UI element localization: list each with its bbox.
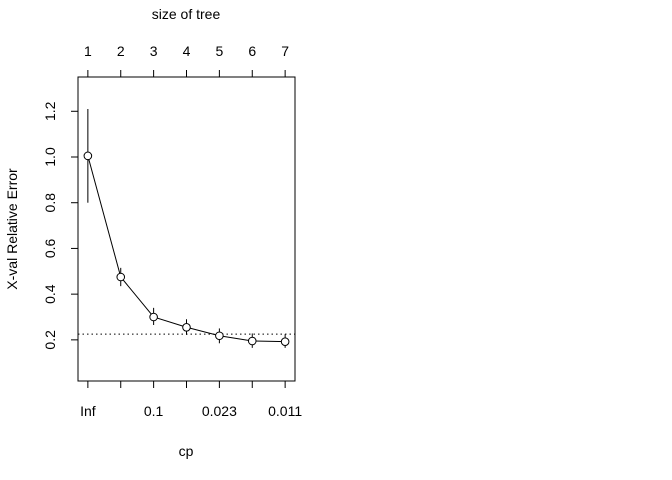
data-point (149, 312, 158, 322)
bottom-tick-label: 0.1 (144, 403, 164, 419)
data-point (83, 151, 93, 161)
y-tick-label: 0.6 (42, 238, 58, 258)
top-tick-label: 3 (150, 43, 158, 59)
x-axis-label: cp (179, 443, 194, 459)
y-axis-label: X-val Relative Error (4, 168, 20, 290)
y-tick-label: 0.2 (42, 330, 58, 350)
bottom-tick-label: 0.023 (202, 403, 237, 419)
data-point (247, 336, 257, 346)
top-tick-label: 1 (84, 43, 92, 59)
data-point (215, 331, 224, 341)
top-axis-label: size of tree (152, 6, 221, 22)
top-tick-label: 2 (117, 43, 125, 59)
y-tick-label: 0.8 (42, 193, 58, 213)
y-tick-label: 0.4 (42, 284, 58, 304)
data-point (182, 322, 191, 332)
series-line (87, 155, 286, 343)
top-tick-label: 7 (281, 43, 289, 59)
top-tick-label: 4 (183, 43, 191, 59)
data-marks (78, 109, 295, 348)
y-tick-label: 1.2 (42, 101, 58, 121)
bottom-tick-label: Inf (80, 403, 96, 419)
bottom-tick-label: 0.011 (268, 403, 302, 419)
top-tick-label: 6 (248, 43, 256, 59)
axes-ticks: 1 2 3 4 5 6 7 Inf 0.1 0.023 0.011 0.2 0.4 0.6 0.8 1.0 1.… (42, 43, 302, 419)
plot-frame (77, 76, 296, 382)
data-point (116, 272, 126, 282)
top-tick-label: 5 (215, 43, 223, 59)
data-point (280, 337, 290, 346)
y-tick-label: 1.0 (42, 147, 58, 167)
